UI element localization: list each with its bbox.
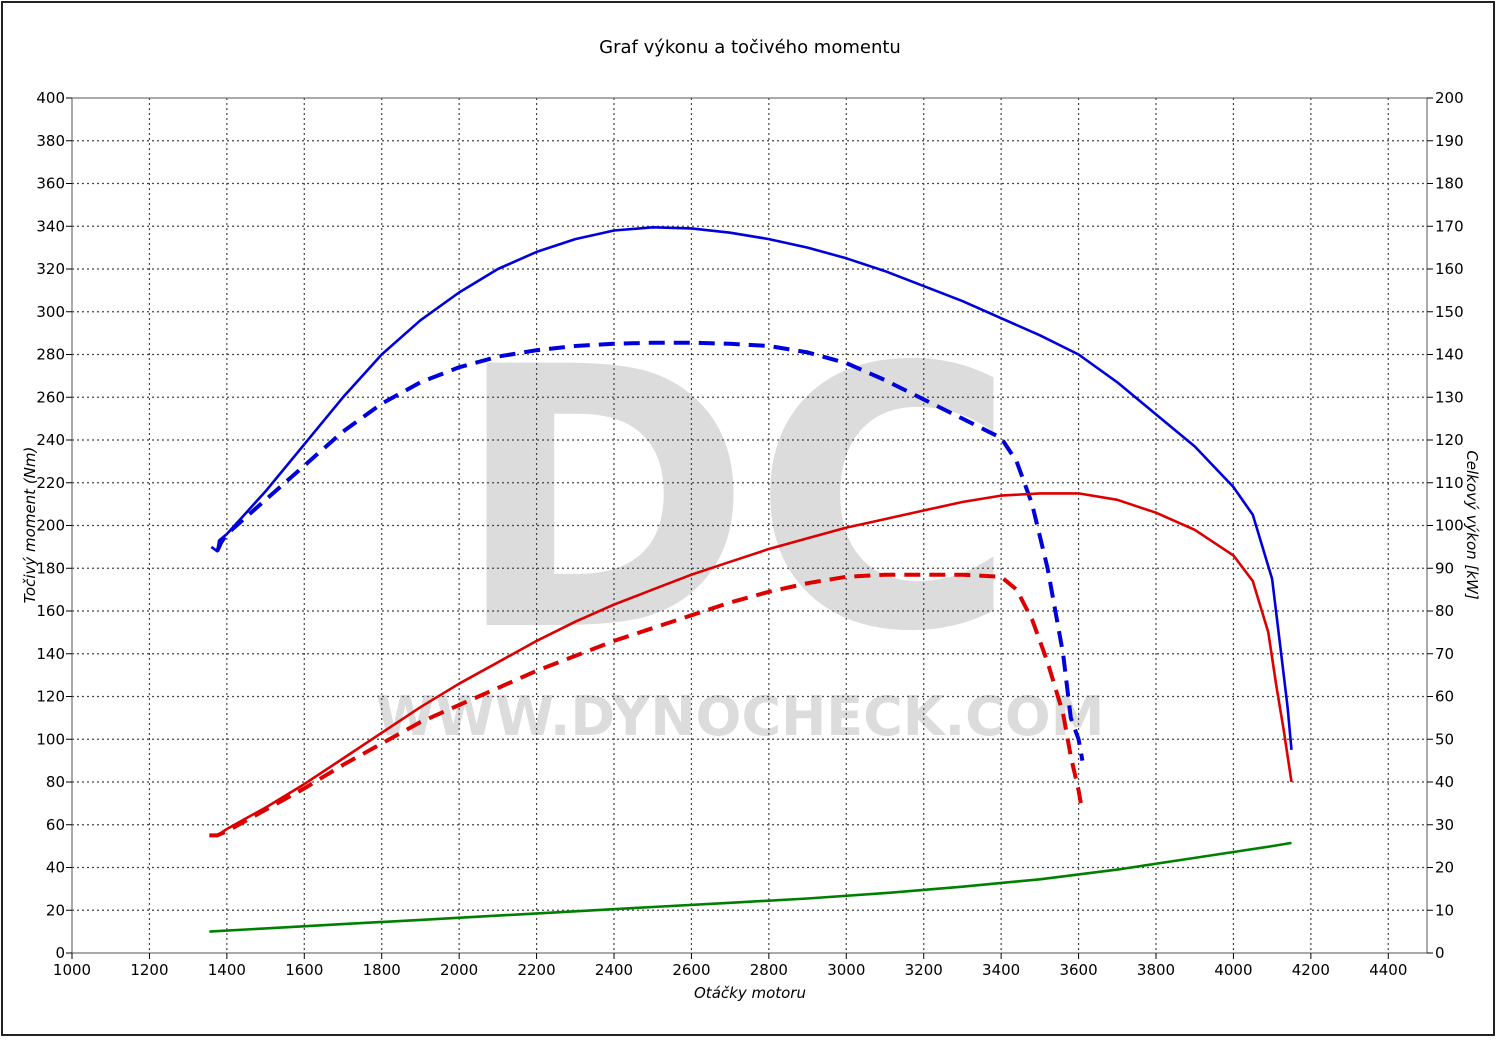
y-right-tick-label: 200 bbox=[1435, 89, 1464, 107]
y-right-tick-label: 100 bbox=[1435, 517, 1464, 535]
y-right-tick-label: 180 bbox=[1435, 175, 1464, 193]
x-tick-label: 3200 bbox=[905, 961, 943, 979]
x-ticks: 1000 1200 1400 1600 1800 2000 2200 2400 2600 2800… bbox=[53, 953, 1407, 979]
y-right-tick-label: 60 bbox=[1435, 688, 1454, 706]
y-right-tick-label: 70 bbox=[1435, 645, 1454, 663]
x-tick-label: 2000 bbox=[440, 961, 478, 979]
y-left-tick-label: 400 bbox=[36, 89, 65, 107]
y-left-tick-label: 220 bbox=[36, 474, 65, 492]
y-left-tick-label: 280 bbox=[36, 346, 65, 364]
y-right-tick-label: 90 bbox=[1435, 559, 1454, 577]
series-line-3 bbox=[209, 572, 1085, 838]
y-left-tick-label: 0 bbox=[55, 944, 65, 962]
y-right-tick-label: 190 bbox=[1435, 132, 1464, 150]
y-left-tick-label: 380 bbox=[36, 132, 65, 150]
x-tick-label: 1600 bbox=[285, 961, 323, 979]
y-left-tick-label: 200 bbox=[36, 517, 65, 535]
y-left-ticks: 0 20 40 60 80 100 120 140 160 180 200 220 240 260 280 3… bbox=[36, 89, 72, 962]
series-group bbox=[209, 226, 1293, 933]
y-left-tick-label: 320 bbox=[36, 260, 65, 278]
y-right-ticks: 0 10 20 30 40 50 60 70 80 90 100 110 120 130 140 150 160… bbox=[1427, 89, 1464, 962]
y-left-tick-label: 360 bbox=[36, 175, 65, 193]
y-left-tick-label: 120 bbox=[36, 688, 65, 706]
x-tick-label: 2600 bbox=[672, 961, 710, 979]
y-left-tick-label: 300 bbox=[36, 303, 65, 321]
y-left-tick-label: 20 bbox=[46, 901, 65, 919]
x-tick-label: 1400 bbox=[208, 961, 246, 979]
y-left-tick-label: 260 bbox=[36, 388, 65, 406]
watermark: DC WWW.DYNOCHECK.COM bbox=[376, 291, 1105, 748]
x-tick-label: 1200 bbox=[130, 961, 168, 979]
x-tick-label: 3800 bbox=[1137, 961, 1175, 979]
y-right-axis-label: Celkový výkon [kW] bbox=[1463, 450, 1481, 600]
x-tick-label: 4000 bbox=[1214, 961, 1252, 979]
grid bbox=[72, 98, 1427, 953]
y-right-tick-label: 0 bbox=[1435, 944, 1445, 962]
y-left-axis-label: Točivý moment (Nm) bbox=[21, 447, 39, 604]
y-left-tick-label: 240 bbox=[36, 431, 65, 449]
x-tick-label: 4200 bbox=[1292, 961, 1330, 979]
y-right-tick-label: 40 bbox=[1435, 773, 1454, 791]
x-tick-label: 2800 bbox=[750, 961, 788, 979]
series-line-2 bbox=[209, 492, 1293, 837]
watermark-logo: DC bbox=[453, 291, 1016, 710]
watermark-text: WWW.DYNOCHECK.COM bbox=[376, 685, 1105, 748]
x-axis-label: Otáčky motoru bbox=[694, 984, 806, 1002]
y-right-tick-label: 10 bbox=[1435, 901, 1454, 919]
chart-title: Graf výkonu a točivého momentu bbox=[599, 37, 901, 58]
y-right-tick-label: 140 bbox=[1435, 346, 1464, 364]
y-right-tick-label: 80 bbox=[1435, 602, 1454, 620]
x-tick-label: 3600 bbox=[1059, 961, 1097, 979]
y-right-tick-label: 150 bbox=[1435, 303, 1464, 321]
y-left-tick-label: 100 bbox=[36, 730, 65, 748]
x-tick-label: 2200 bbox=[517, 961, 555, 979]
y-right-tick-label: 130 bbox=[1435, 388, 1464, 406]
x-tick-label: 1800 bbox=[363, 961, 401, 979]
y-left-tick-label: 60 bbox=[46, 816, 65, 834]
y-left-tick-label: 140 bbox=[36, 645, 65, 663]
y-left-tick-label: 180 bbox=[36, 559, 65, 577]
y-left-tick-label: 160 bbox=[36, 602, 65, 620]
y-right-tick-label: 20 bbox=[1435, 859, 1454, 877]
x-tick-label: 3000 bbox=[827, 961, 865, 979]
x-tick-label: 2400 bbox=[595, 961, 633, 979]
series-line-0 bbox=[210, 226, 1293, 751]
y-right-tick-label: 160 bbox=[1435, 260, 1464, 278]
series-line-4 bbox=[209, 841, 1292, 933]
y-right-tick-label: 120 bbox=[1435, 431, 1464, 449]
y-left-tick-label: 340 bbox=[36, 217, 65, 235]
y-left-tick-label: 40 bbox=[46, 859, 65, 877]
x-tick-label: 1000 bbox=[53, 961, 91, 979]
y-right-tick-label: 170 bbox=[1435, 217, 1464, 235]
y-left-tick-label: 80 bbox=[46, 773, 65, 791]
y-right-tick-label: 110 bbox=[1435, 474, 1464, 492]
x-tick-label: 3400 bbox=[982, 961, 1020, 979]
x-tick-label: 4400 bbox=[1369, 961, 1407, 979]
y-right-tick-label: 30 bbox=[1435, 816, 1454, 834]
y-right-tick-label: 50 bbox=[1435, 730, 1454, 748]
